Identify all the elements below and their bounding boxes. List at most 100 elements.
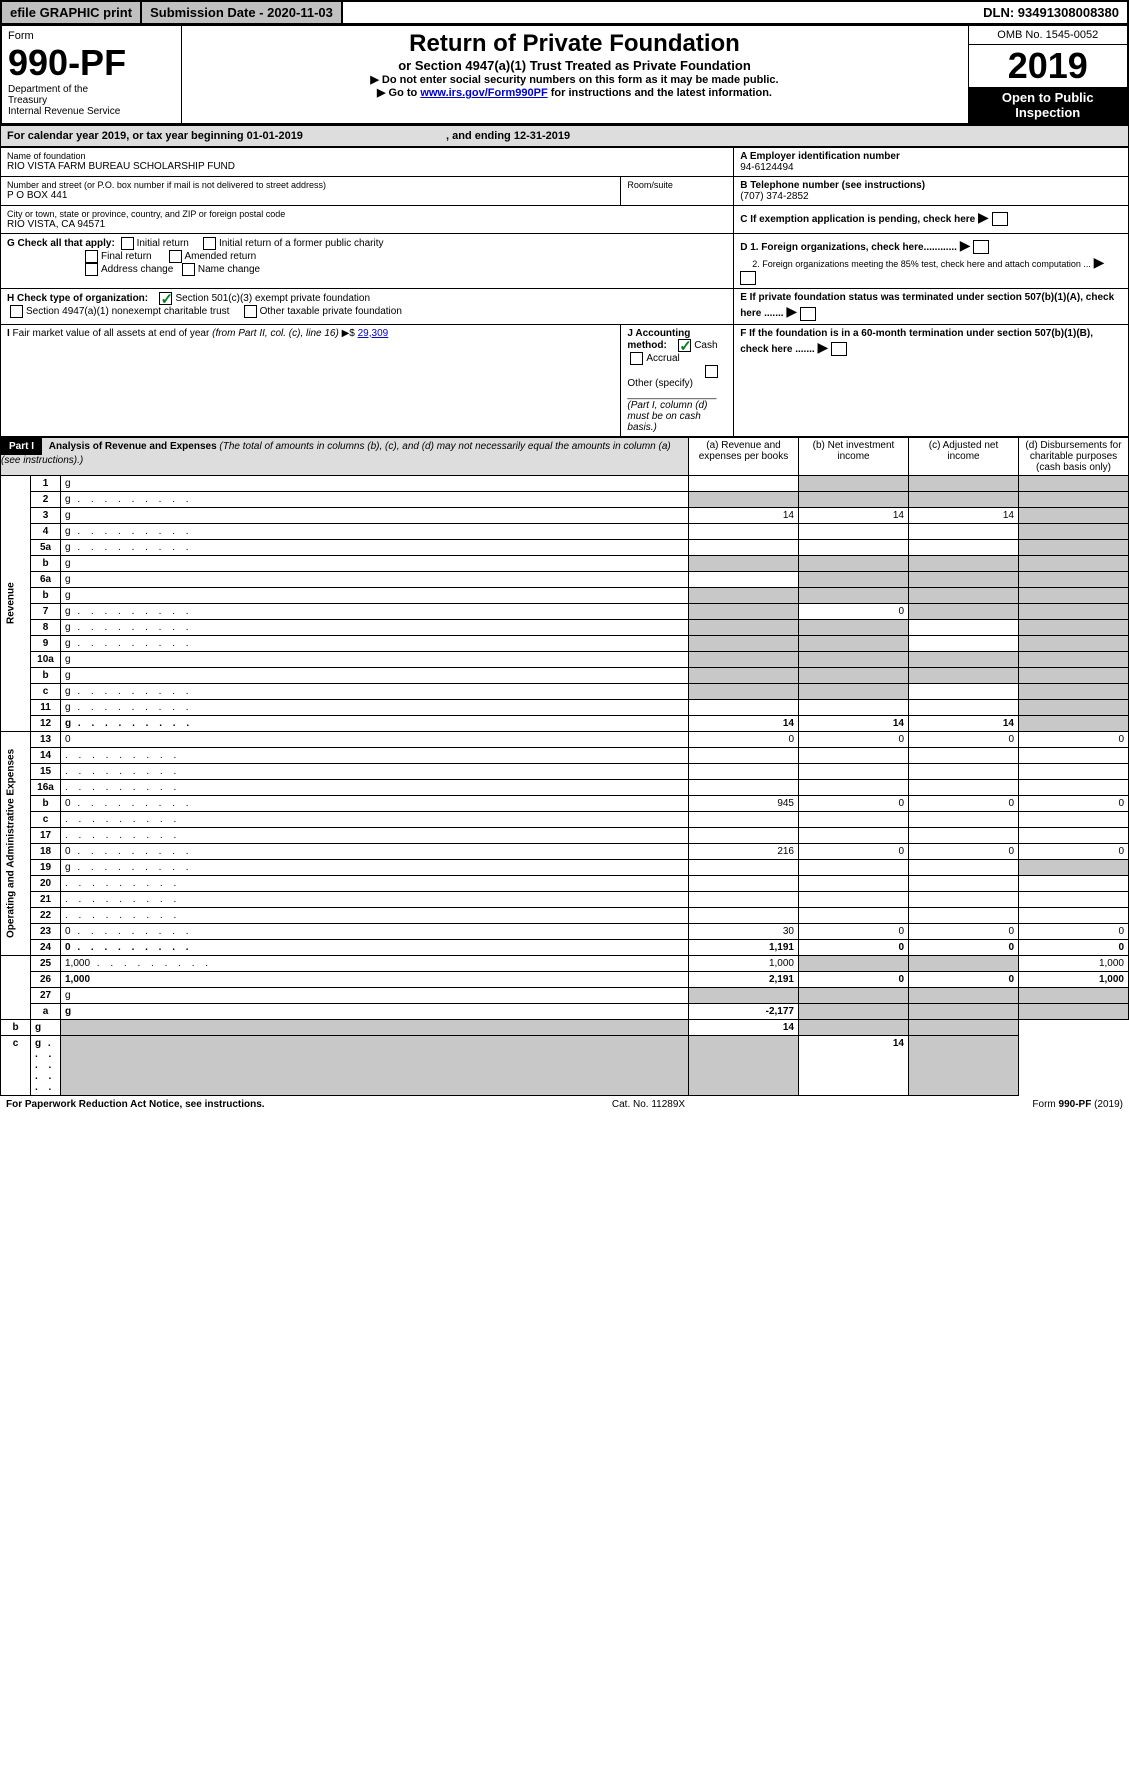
check-cash[interactable] bbox=[678, 339, 691, 352]
cell-d bbox=[1019, 859, 1129, 875]
check-other-method[interactable] bbox=[705, 365, 718, 378]
table-row: cg bbox=[1, 683, 1129, 699]
cell-b bbox=[799, 811, 909, 827]
cell-c bbox=[909, 651, 1019, 667]
cell-b bbox=[799, 571, 909, 587]
form-number: 990-PF bbox=[8, 42, 175, 84]
cell-b bbox=[799, 699, 909, 715]
f-checkbox[interactable] bbox=[831, 342, 847, 356]
cell-c bbox=[909, 907, 1019, 923]
table-row: 3g141414 bbox=[1, 507, 1129, 523]
cell-d bbox=[1019, 555, 1129, 571]
cell-c: 14 bbox=[799, 1035, 909, 1095]
check-amended[interactable] bbox=[169, 250, 182, 263]
table-row: 261,0002,191001,000 bbox=[1, 971, 1129, 987]
line-desc bbox=[61, 907, 689, 923]
cell-b bbox=[799, 859, 909, 875]
cell-c bbox=[909, 667, 1019, 683]
cell-a: 2,191 bbox=[689, 971, 799, 987]
table-row: 15 bbox=[1, 763, 1129, 779]
line-number: 6a bbox=[31, 571, 61, 587]
line-number: 3 bbox=[31, 507, 61, 523]
line-number: b bbox=[31, 587, 61, 603]
d1-checkbox[interactable] bbox=[973, 240, 989, 254]
line-number: 25 bbox=[31, 955, 61, 971]
cell-a: 1,000 bbox=[689, 955, 799, 971]
cell-a bbox=[689, 651, 799, 667]
cell-b: 0 bbox=[799, 843, 909, 859]
c-label: C If exemption application is pending, c… bbox=[740, 214, 975, 225]
table-row: b0945000 bbox=[1, 795, 1129, 811]
table-row: 27g bbox=[1, 987, 1129, 1003]
cell-d bbox=[1019, 763, 1129, 779]
submission-date: Submission Date - 2020-11-03 bbox=[142, 2, 343, 23]
cell-c bbox=[909, 699, 1019, 715]
form-label: Form bbox=[8, 30, 175, 42]
cell-a bbox=[689, 619, 799, 635]
table-row: 8g bbox=[1, 619, 1129, 635]
cell-b bbox=[799, 523, 909, 539]
cell-a: 1,191 bbox=[689, 939, 799, 955]
line-desc: g bbox=[61, 539, 689, 555]
cell-c bbox=[909, 523, 1019, 539]
d2-checkbox[interactable] bbox=[740, 271, 756, 285]
check-initial-former[interactable] bbox=[203, 237, 216, 250]
e-checkbox[interactable] bbox=[800, 307, 816, 321]
check-name-change[interactable] bbox=[182, 263, 195, 276]
cell-d bbox=[1019, 827, 1129, 843]
line-desc: 0 bbox=[61, 923, 689, 939]
col-a: (a) Revenue and expenses per books bbox=[689, 437, 799, 475]
check-other-taxable[interactable] bbox=[244, 305, 257, 318]
line-number: 2 bbox=[31, 491, 61, 507]
table-row: 11g bbox=[1, 699, 1129, 715]
cell-a bbox=[689, 603, 799, 619]
cell-a bbox=[689, 475, 799, 491]
check-initial-return[interactable] bbox=[121, 237, 134, 250]
cell-a bbox=[689, 635, 799, 651]
check-501c3[interactable] bbox=[159, 292, 172, 305]
cell-c bbox=[909, 875, 1019, 891]
cell-c: 0 bbox=[909, 731, 1019, 747]
cell-c: 0 bbox=[909, 843, 1019, 859]
cell-a bbox=[689, 523, 799, 539]
check-final-return[interactable] bbox=[85, 250, 98, 263]
line-number: 9 bbox=[31, 635, 61, 651]
line-number: c bbox=[31, 811, 61, 827]
table-row: bg14 bbox=[1, 1019, 1129, 1035]
table-row: c bbox=[1, 811, 1129, 827]
cell-b: 0 bbox=[799, 939, 909, 955]
line-desc: g bbox=[61, 555, 689, 571]
irs-link[interactable]: www.irs.gov/Form990PF bbox=[420, 87, 547, 99]
cell-b bbox=[799, 651, 909, 667]
cell-a bbox=[689, 811, 799, 827]
cell-b bbox=[799, 987, 909, 1003]
col-c: (c) Adjusted net income bbox=[909, 437, 1019, 475]
line-number: 20 bbox=[31, 875, 61, 891]
open-to-public: Open to PublicInspection bbox=[969, 87, 1128, 123]
check-4947[interactable] bbox=[10, 305, 23, 318]
efile-print-button[interactable]: efile GRAPHIC print bbox=[2, 2, 142, 23]
c-checkbox[interactable] bbox=[992, 212, 1008, 226]
omb-number: OMB No. 1545-0052 bbox=[969, 26, 1128, 45]
instruction-2: ▶ Go to www.irs.gov/Form990PF for instru… bbox=[188, 86, 962, 99]
d2-label: 2. Foreign organizations meeting the 85%… bbox=[752, 259, 1091, 269]
check-accrual[interactable] bbox=[630, 352, 643, 365]
cell-b bbox=[799, 907, 909, 923]
line-desc bbox=[61, 779, 689, 795]
table-row: bg bbox=[1, 587, 1129, 603]
cell-d bbox=[1019, 667, 1129, 683]
form-header: Form 990-PF Department of theTreasuryInt… bbox=[0, 25, 1129, 125]
check-address-change[interactable] bbox=[85, 263, 98, 276]
cell-c bbox=[909, 603, 1019, 619]
cell-a: -2,177 bbox=[689, 1003, 799, 1019]
form-title: Return of Private Foundation bbox=[188, 30, 962, 58]
cell-b bbox=[799, 683, 909, 699]
line-desc: g bbox=[61, 475, 689, 491]
table-row: bg bbox=[1, 667, 1129, 683]
line-number: 18 bbox=[31, 843, 61, 859]
col-d: (d) Disbursements for charitable purpose… bbox=[1019, 437, 1129, 475]
f-label: F If the foundation is in a 60-month ter… bbox=[740, 328, 1093, 355]
line-desc: g bbox=[61, 667, 689, 683]
cell-c bbox=[909, 635, 1019, 651]
cell-d bbox=[1019, 635, 1129, 651]
